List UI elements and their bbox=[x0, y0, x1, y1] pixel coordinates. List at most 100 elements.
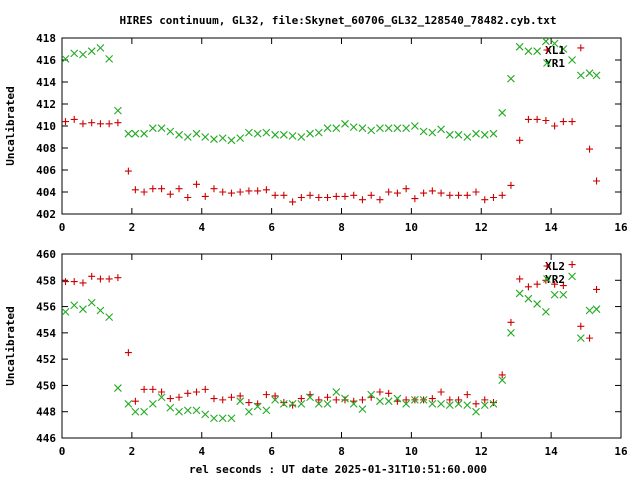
top-yr1-point bbox=[192, 129, 201, 138]
bottom-yr2-point bbox=[384, 397, 393, 406]
top-yr1-point bbox=[550, 39, 559, 48]
x-axis-label: rel seconds : UT date 2025-01-31T10:51:6… bbox=[189, 463, 487, 476]
top-yr1-point bbox=[148, 124, 157, 133]
bottom-xl2-point bbox=[341, 396, 349, 404]
top-xl1-point bbox=[489, 194, 497, 201]
top-xl1-point bbox=[376, 196, 384, 204]
bottom-xl2-point bbox=[437, 388, 445, 396]
top-yr1-point bbox=[568, 56, 576, 64]
bottom-y-tick-label: 446 bbox=[36, 432, 56, 445]
top-yr1-point bbox=[515, 42, 524, 51]
top-yr1-point bbox=[428, 128, 437, 137]
bottom-xl2-point bbox=[262, 391, 270, 399]
bottom-xl2-point bbox=[271, 392, 279, 400]
bottom-yr2-point bbox=[183, 406, 192, 415]
top-xl1-point bbox=[481, 196, 489, 204]
bottom-xl2-point bbox=[324, 393, 332, 401]
bottom-yr2-point bbox=[524, 294, 533, 303]
top-xl1-point bbox=[105, 120, 113, 128]
bottom-xl2-point bbox=[297, 395, 305, 403]
top-legend-marker-yr1 bbox=[543, 59, 551, 67]
top-xl1-point bbox=[455, 191, 463, 199]
bottom-legend-marker-yr2 bbox=[543, 275, 551, 283]
top-xl1-point bbox=[393, 189, 401, 197]
bottom-yr2-point bbox=[454, 399, 463, 408]
top-xl1-point bbox=[437, 189, 445, 197]
bottom-xl2-point bbox=[402, 396, 410, 404]
bottom-yr2-point bbox=[445, 401, 454, 410]
top-y-axis-label: Uncalibrated bbox=[4, 86, 17, 165]
top-yr1-point bbox=[349, 123, 358, 131]
top-xl1-point bbox=[149, 185, 157, 193]
top-xl1-point bbox=[568, 118, 576, 126]
bottom-xl2-point bbox=[455, 396, 463, 404]
top-yr1-point bbox=[533, 47, 542, 56]
bottom-yr2-point bbox=[79, 305, 87, 314]
top-yr1-point bbox=[559, 45, 568, 53]
bottom-xl2-point bbox=[140, 385, 148, 393]
bottom-xl2-point bbox=[149, 385, 157, 393]
bottom-yr2-point bbox=[489, 399, 498, 408]
bottom-xl2-point bbox=[472, 400, 480, 408]
bottom-yr2-point bbox=[175, 407, 183, 416]
top-yr1-point bbox=[524, 47, 533, 56]
bottom-yr2-point bbox=[463, 401, 472, 410]
bottom-yr2-point bbox=[358, 405, 367, 413]
top-xl1-point bbox=[88, 119, 96, 127]
top-y-tick-label: 418 bbox=[36, 32, 56, 45]
bottom-xl2-point bbox=[210, 395, 218, 403]
bottom-yr2-point bbox=[367, 390, 376, 399]
bottom-yr2-point bbox=[410, 395, 419, 404]
top-xl1-point bbox=[201, 192, 209, 200]
bottom-yr2-point bbox=[192, 406, 201, 415]
bottom-x-tick-label: 4 bbox=[198, 445, 205, 458]
top-yr1-point bbox=[437, 125, 445, 134]
bottom-y-tick-label: 450 bbox=[36, 379, 56, 392]
top-xl1-point bbox=[498, 191, 506, 199]
bottom-xl2-point bbox=[481, 396, 489, 404]
chart-title: HIRES continuum, GL32, file:Skynet_60706… bbox=[119, 14, 556, 27]
top-yr1-point bbox=[105, 55, 114, 63]
bottom-yr2-point bbox=[314, 399, 323, 408]
top-xl1-point bbox=[586, 145, 594, 153]
bottom-xl2-point bbox=[289, 401, 297, 409]
bottom-yr2-point bbox=[157, 393, 166, 402]
top-xl1-point bbox=[542, 117, 550, 124]
bottom-yr2-point bbox=[166, 403, 175, 412]
bottom-xl2-point bbox=[376, 388, 384, 396]
top-yr1-point bbox=[61, 55, 70, 63]
bottom-xl2-point bbox=[577, 322, 585, 330]
top-x-tick-label: 6 bbox=[268, 221, 275, 234]
bottom-yr2-point bbox=[140, 407, 148, 416]
top-yr1-point bbox=[454, 130, 463, 139]
top-yr1-point bbox=[445, 130, 454, 139]
bottom-yr2-point bbox=[349, 399, 358, 408]
bottom-yr2-point bbox=[428, 399, 437, 408]
top-yr1-point bbox=[210, 135, 218, 144]
top-yr1-point bbox=[376, 124, 384, 133]
bottom-yr2-point bbox=[245, 407, 253, 416]
bottom-xl2-point bbox=[219, 396, 227, 404]
bottom-yr2-point bbox=[218, 414, 227, 423]
bottom-xl2-point bbox=[507, 318, 515, 326]
top-xl1-point bbox=[463, 191, 471, 199]
bottom-x-tick-label: 6 bbox=[268, 445, 275, 458]
top-yr1-point bbox=[384, 124, 393, 133]
bottom-yr2-point bbox=[498, 376, 507, 385]
bottom-panel: Uncalibrated 446 448 450 452 454 456 458 460 0 2 4… bbox=[4, 248, 628, 458]
bottom-xl2-point bbox=[236, 392, 244, 400]
bottom-yr2-point bbox=[279, 399, 288, 408]
bottom-x-tick-label: 14 bbox=[545, 445, 559, 458]
top-yr1-point bbox=[463, 133, 472, 141]
bottom-yr2-point bbox=[507, 328, 515, 337]
bottom-xl2-point bbox=[131, 397, 139, 405]
bottom-xl2-point bbox=[586, 334, 594, 342]
top-xl1-point bbox=[124, 167, 132, 175]
top-xl1-point bbox=[332, 192, 340, 200]
bottom-yr2-point bbox=[124, 399, 133, 408]
top-yr1-point bbox=[332, 124, 341, 133]
top-yr1-point bbox=[201, 133, 210, 141]
top-yr1-point bbox=[227, 136, 236, 145]
bottom-xl2-point bbox=[193, 388, 201, 396]
